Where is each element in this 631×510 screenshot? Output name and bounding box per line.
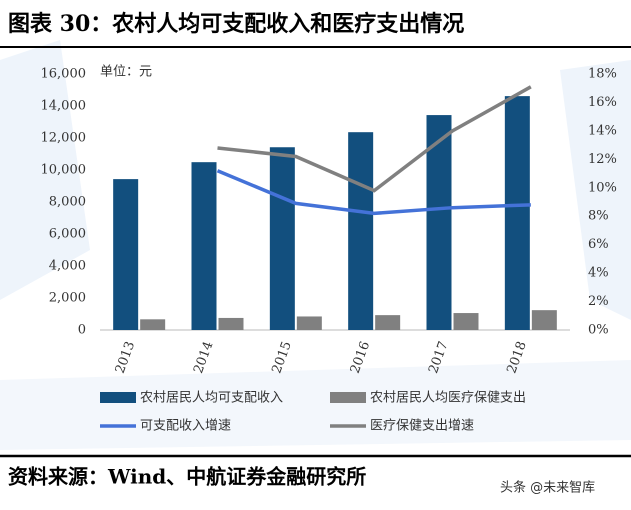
legend-swatch (330, 392, 366, 403)
y2-tick-label: 12% (588, 152, 617, 167)
legend-label: 医疗保健支出增速 (370, 419, 474, 434)
y2-tick-label: 16% (588, 95, 617, 110)
unit-label: 单位：元 (100, 65, 152, 80)
chart-title: 图表 30：农村人均可支配收入和医疗支出情况 (8, 11, 464, 37)
y2-tick-label: 14% (588, 123, 617, 138)
y-tick-label: 12,000 (41, 131, 87, 146)
y2-tick-label: 18% (588, 67, 617, 82)
bar (296, 316, 322, 330)
y-tick-label: 16,000 (41, 67, 87, 82)
x-tick-label: 2013 (113, 339, 138, 375)
y-tick-label: 6,000 (49, 227, 86, 242)
y-tick-label: 0 (78, 323, 86, 338)
y2-tick-label: 10% (588, 180, 617, 195)
bar (218, 317, 244, 330)
y-tick-label: 14,000 (41, 99, 87, 114)
bar (140, 319, 166, 330)
y-tick-label: 4,000 (49, 259, 86, 274)
bar (348, 132, 374, 330)
background-shape (0, 360, 631, 450)
y2-tick-label: 4% (588, 266, 609, 281)
line (217, 85, 532, 193)
legend-label: 可支配收入增速 (140, 419, 231, 434)
watermark: 头条 @未来智库 (500, 480, 595, 496)
bar (375, 315, 401, 330)
bar (269, 147, 295, 330)
y2-tick-label: 2% (588, 294, 609, 309)
y2-tick-label: 0% (588, 323, 609, 338)
y2-tick-label: 6% (588, 237, 609, 252)
x-tick-label: 2015 (269, 339, 294, 375)
bar (426, 115, 452, 330)
legend-label: 农村居民人均医疗保健支出 (370, 391, 526, 406)
legend-swatch (100, 392, 136, 403)
background-shape (560, 60, 631, 320)
legend-label: 农村居民人均可支配收入 (140, 391, 283, 406)
y-tick-label: 2,000 (49, 291, 86, 306)
source: 资料来源：Wind、中航证券金融研究所 (8, 465, 366, 489)
x-tick-label: 2014 (191, 339, 216, 375)
y2-tick-label: 8% (588, 209, 609, 224)
bar (191, 162, 217, 330)
bar (504, 96, 530, 331)
bar (113, 179, 139, 330)
y-tick-label: 10,000 (41, 163, 87, 178)
bar (531, 310, 557, 330)
line (216, 169, 531, 216)
background-shape (0, 40, 90, 300)
bar (453, 313, 479, 330)
y-tick-label: 8,000 (49, 195, 86, 210)
